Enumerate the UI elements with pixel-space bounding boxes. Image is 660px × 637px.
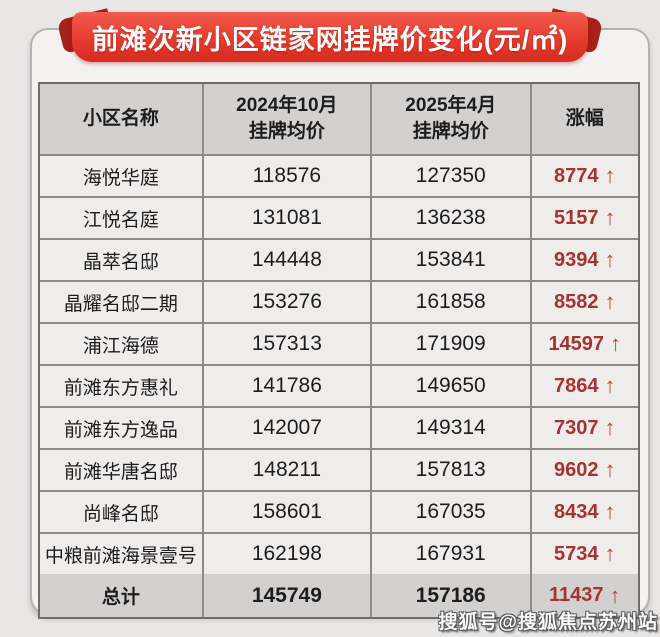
apr2025-value: 127350 [371,156,532,196]
arrow-up-icon: ↑ [604,457,616,482]
change-cell: 9394 ↑ [531,240,638,280]
arrow-up-icon: ↑ [609,582,621,608]
arrow-up-icon: ↑ [604,415,616,440]
change-value: 8434 [554,500,599,523]
apr2025-value: 157813 [371,450,532,490]
change-value: 7307 [554,416,599,439]
header-apr2025-price: 2025年4月 挂牌均价 [371,84,532,154]
change-cell: 8434 ↑ [531,492,638,532]
community-name: 前滩东方惠礼 [40,366,204,406]
change-value: 14597 [548,332,605,355]
apr2025-value: 149650 [371,366,532,406]
arrow-up-icon: ↑ [604,541,616,566]
apr2025-value: 136238 [371,198,532,238]
arrow-up-icon: ↑ [610,331,622,356]
table-row: 前滩东方惠礼 141786 149650 7864 ↑ [40,366,638,408]
change-cell: 8774 ↑ [531,156,638,196]
oct2024-value: 148211 [203,450,372,490]
apr2025-value: 167035 [371,492,532,532]
oct2024-value: 141786 [203,366,372,406]
header-change: 涨幅 [531,84,638,154]
arrow-up-icon: ↑ [604,205,616,230]
oct2024-value: 153276 [203,282,372,322]
total-apr2025-value: 157186 [371,574,532,617]
oct2024-value: 131081 [203,198,372,238]
arrow-up-icon: ↑ [604,163,616,188]
community-name: 前滩华唐名邸 [40,450,204,490]
table-row: 前滩华唐名邸 148211 157813 9602 ↑ [40,450,638,492]
community-name: 海悦华庭 [40,156,204,196]
community-name: 浦江海德 [40,324,204,364]
table-total-row: 总计 145749 157186 11437 ↑ [40,574,638,617]
apr2025-value: 171909 [371,324,532,364]
price-table: 小区名称 2024年10月 挂牌均价 2025年4月 挂牌均价 涨幅 海悦华庭 … [38,82,640,619]
community-name: 江悦名庭 [40,198,204,238]
change-value: 9602 [554,458,599,481]
total-label: 总计 [40,574,204,617]
change-value: 9394 [554,248,599,271]
change-cell: 14597 ↑ [531,324,638,364]
apr2025-value: 161858 [371,282,532,322]
change-cell: 7307 ↑ [531,408,638,448]
change-cell: 7864 ↑ [531,366,638,406]
change-cell: 5734 ↑ [531,534,638,574]
arrow-up-icon: ↑ [604,499,616,524]
community-name: 尚峰名邸 [40,492,204,532]
table-row: 中粮前滩海景壹号 162198 167931 5734 ↑ [40,534,638,574]
table-row: 浦江海德 157313 171909 14597 ↑ [40,324,638,366]
header-oct2024-price: 2024年10月 挂牌均价 [203,84,372,154]
change-value: 5157 [554,206,599,229]
change-value: 7864 [554,374,599,397]
table-row: 江悦名庭 131081 136238 5157 ↑ [40,198,638,240]
header-community-name: 小区名称 [40,84,204,154]
oct2024-value: 162198 [203,534,372,574]
watermark: 搜狐号@搜狐焦点苏州站 [438,612,658,633]
apr2025-value: 153841 [371,240,532,280]
oct2024-value: 157313 [203,324,372,364]
apr2025-value: 167931 [371,534,532,574]
change-value: 8582 [554,290,599,313]
total-change-value: 11437 [548,584,604,606]
change-cell: 9602 ↑ [531,450,638,490]
oct2024-value: 158601 [203,492,372,532]
apr2025-value: 149314 [371,408,532,448]
oct2024-value: 144448 [203,240,372,280]
table-row: 前滩东方逸品 142007 149314 7307 ↑ [40,408,638,450]
total-oct2024-value: 145749 [203,574,372,617]
table-body: 海悦华庭 118576 127350 8774 ↑ 江悦名庭 131081 13… [40,156,638,574]
title-ribbon: 前滩次新小区链家网挂牌价变化(元/㎡) [56,8,604,62]
change-cell: 8582 ↑ [531,282,638,322]
table-row: 海悦华庭 118576 127350 8774 ↑ [40,156,638,198]
arrow-up-icon: ↑ [604,247,616,272]
total-change-cell: 11437 ↑ [531,574,638,617]
community-name: 晶萃名邸 [40,240,204,280]
arrow-up-icon: ↑ [604,289,616,314]
change-cell: 5157 ↑ [531,198,638,238]
community-name: 中粮前滩海景壹号 [40,534,204,574]
community-name: 前滩东方逸品 [40,408,204,448]
oct2024-value: 142007 [203,408,372,448]
page-title: 前滩次新小区链家网挂牌价变化(元/㎡) [91,24,569,55]
table-row: 晶耀名邸二期 153276 161858 8582 ↑ [40,282,638,324]
community-name: 晶耀名邸二期 [40,282,204,322]
change-value: 5734 [554,542,599,565]
oct2024-value: 118576 [203,156,372,196]
arrow-up-icon: ↑ [604,373,616,398]
table-row: 晶萃名邸 144448 153841 9394 ↑ [40,240,638,282]
table-header-row: 小区名称 2024年10月 挂牌均价 2025年4月 挂牌均价 涨幅 [40,84,638,156]
change-value: 8774 [554,164,599,187]
ribbon-body: 前滩次新小区链家网挂牌价变化(元/㎡) [72,12,588,62]
table-row: 尚峰名邸 158601 167035 8434 ↑ [40,492,638,534]
